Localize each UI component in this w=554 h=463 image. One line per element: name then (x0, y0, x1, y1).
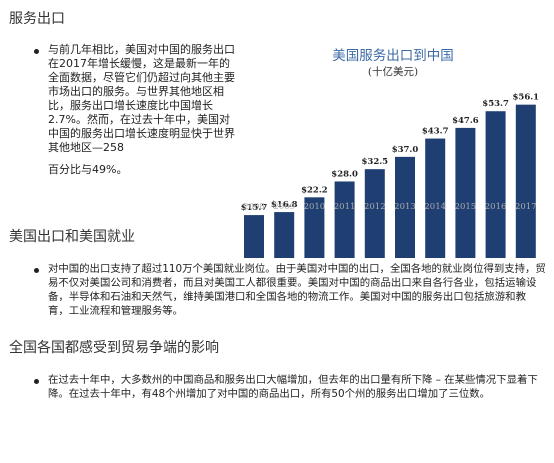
services-exports-list: 与前几年相比，美国对中国的服务出口在2017年增长缓慢，这是最新一年的全面数据，… (30, 43, 240, 177)
data-label-2017: $56.1 (512, 93, 539, 103)
bar-2015 (455, 127, 476, 258)
data-label-2016: $53.7 (482, 99, 509, 109)
bar-2012 (364, 169, 385, 258)
data-label-2011: $28.0 (331, 169, 358, 179)
data-label-2012: $32.5 (361, 157, 388, 167)
list-item: 对中国的出口支持了超过110万个美国就业岗位。由于美国对中国的出口，全国各地的就… (30, 262, 546, 318)
tick-label-2010: 2010 (304, 202, 326, 212)
data-label-2009: $16.8 (271, 200, 298, 210)
chart-subtitle: (十亿美元) (367, 66, 419, 78)
section-heading-trade-dispute-impact: 全国各国都感受到贸易争端的影响 (9, 340, 219, 356)
list-item: 与前几年相比，美国对中国的服务出口在2017年增长缓慢，这是最新一年的全面数据，… (30, 43, 240, 155)
bullet-text: 与前几年相比，美国对中国的服务出口在2017年增长缓慢，这是最新一年的全面数据，… (48, 43, 235, 154)
tick-label-2015: 2015 (455, 202, 477, 212)
tick-label-2009: 2009 (273, 202, 295, 212)
bar-2017 (515, 104, 536, 258)
data-label-2015: $47.6 (452, 116, 479, 126)
bar-2016 (485, 111, 506, 258)
bar-2011 (334, 181, 355, 258)
trade-dispute-list: 在过去十年中，大多数州的中国商品和服务出口大幅增加，但去年的出口量有所下降 – … (30, 373, 540, 401)
list-item: 在过去十年中，大多数州的中国商品和服务出口大幅增加，但去年的出口量有所下降 – … (30, 373, 540, 401)
bar-2008 (244, 215, 264, 258)
data-label-2010: $22.2 (301, 185, 328, 195)
data-label-2013: $37.0 (392, 145, 419, 155)
tick-label-2011: 2011 (334, 202, 356, 212)
data-label-2008: $15.7 (241, 203, 268, 213)
bar-2009 (274, 212, 295, 258)
data-label-2014: $43.7 (422, 127, 449, 137)
tick-label-2016: 2016 (485, 202, 507, 212)
tick-label-2013: 2013 (394, 202, 416, 212)
section-heading-services-exports: 服务出口 (9, 11, 65, 27)
bar-2010 (304, 197, 325, 258)
bullet-text-tail: 百分比与49%。 (48, 163, 128, 176)
tick-label-2014: 2014 (424, 202, 446, 212)
bullet-text: 对中国的出口支持了超过110万个美国就业岗位。由于美国对中国的出口，全国各地的就… (48, 263, 546, 317)
tick-label-2017: 2017 (515, 202, 537, 212)
bar-2014 (425, 138, 446, 258)
bar-2013 (395, 156, 415, 258)
tick-label-2008: 2008 (243, 202, 265, 212)
chart-title: 美国服务出口到中国 (332, 48, 454, 64)
bullet-text: 在过去十年中，大多数州的中国商品和服务出口大幅增加，但去年的出口量有所下降 – … (48, 374, 538, 400)
services-exports-chart: 美国服务出口到中国 (十亿美元) $15.7 2008 $16.8 2009 $22.2… (240, 40, 546, 262)
us-exports-jobs-list: 对中国的出口支持了超过110万个美国就业岗位。由于美国对中国的出口，全国各地的就… (30, 262, 546, 318)
tick-label-2012: 2012 (364, 202, 386, 212)
section-heading-us-exports-jobs: 美国出口和美国就业 (9, 229, 135, 245)
